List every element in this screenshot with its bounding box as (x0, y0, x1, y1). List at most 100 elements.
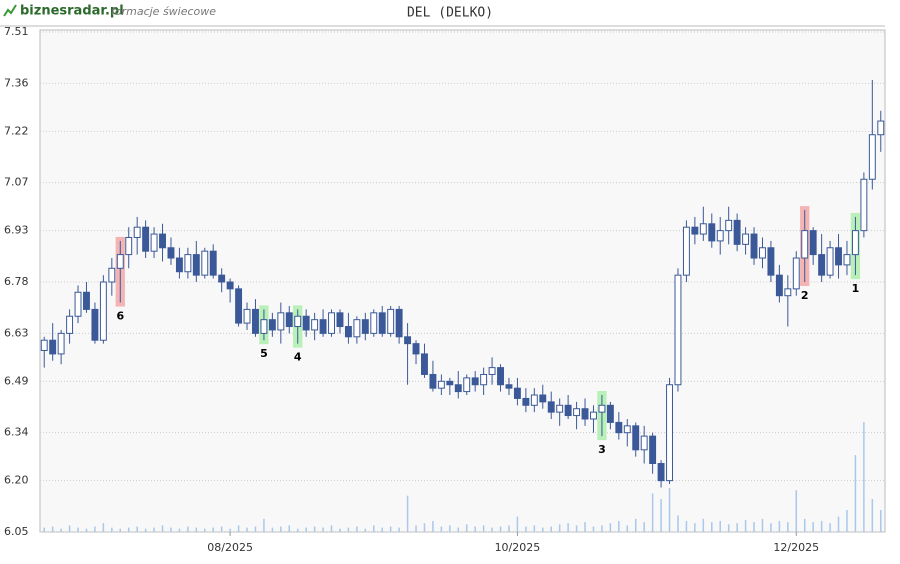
candle-body (682, 226, 690, 276)
y-tick-label: 6.93 (4, 224, 29, 237)
volume-bar (474, 526, 476, 532)
volume-bar (432, 521, 434, 532)
volume-bar (558, 524, 561, 532)
candle-body (708, 223, 716, 242)
volume-bar (195, 527, 198, 532)
candle-body (497, 367, 504, 386)
candle-body (666, 384, 673, 482)
volume-bar (491, 527, 493, 532)
volume-bar (829, 523, 831, 532)
candle-body (328, 312, 335, 334)
candle-body (74, 291, 82, 317)
chart-title: DEL (DELKO) (407, 6, 493, 21)
candle-body (868, 134, 876, 180)
volume-bar (880, 510, 882, 532)
candle-body (344, 326, 352, 338)
candle-body (150, 233, 158, 252)
candle-body (522, 397, 530, 406)
candle-body (742, 233, 750, 245)
candle-body (539, 394, 547, 403)
volume-bar (643, 522, 645, 532)
volume-bar (609, 523, 612, 532)
candle-body (116, 254, 124, 269)
volume-bar (533, 525, 536, 532)
candle-body (133, 226, 141, 238)
volume-bar (440, 526, 443, 532)
candle-body (83, 291, 90, 310)
candle-body (818, 254, 826, 276)
volume-bar (457, 527, 460, 532)
volume-bar (803, 518, 806, 532)
pattern-label: 6 (116, 310, 124, 323)
volume-bar (313, 526, 316, 532)
volume-bar (398, 527, 400, 532)
candle-body (480, 373, 488, 386)
candle-body (759, 247, 766, 259)
candle-body (175, 257, 183, 273)
volume-bar (415, 525, 417, 532)
x-tick-label: 10/2025 (495, 541, 541, 554)
candle-body (302, 315, 310, 331)
candle-body (581, 408, 589, 420)
candle-body (378, 312, 386, 334)
candle-body (843, 254, 851, 266)
volume-bar (60, 528, 62, 532)
candle-body (125, 236, 133, 256)
y-tick-label: 6.34 (4, 426, 29, 439)
volume-bar (347, 527, 350, 532)
y-tick-label: 7.36 (4, 76, 29, 89)
candle-body (361, 319, 369, 334)
volume-bar (508, 525, 510, 532)
y-tick-label: 7.07 (4, 176, 29, 189)
candle-body (209, 250, 217, 276)
candle-body (860, 178, 868, 232)
candle-body (463, 377, 471, 393)
candle-body (319, 319, 327, 334)
pattern-label: 2 (801, 289, 809, 302)
volume-bar (584, 522, 586, 532)
volume-bar (820, 521, 823, 532)
candle-body (632, 425, 640, 451)
volume-bar (465, 524, 468, 532)
volume-bar (567, 523, 569, 532)
candle-body (691, 226, 699, 235)
volume-bar (153, 527, 155, 532)
candle-body (598, 404, 606, 413)
volume-bar (601, 525, 603, 532)
candle-body (167, 247, 175, 259)
candle-body (851, 230, 859, 256)
volume-bar (51, 526, 54, 532)
volume-bar (94, 526, 96, 532)
volume-bar (356, 526, 358, 532)
volume-bar (795, 490, 798, 532)
candle-body (784, 288, 792, 297)
volume-bar (381, 527, 383, 532)
candle-body (513, 387, 521, 399)
candle-body (252, 308, 259, 334)
candle-body (556, 404, 564, 413)
y-tick-label: 6.20 (4, 474, 29, 487)
x-tick-label: 08/2025 (207, 541, 253, 554)
volume-bar (330, 525, 333, 532)
volume-bar (677, 515, 679, 532)
volume-bar (305, 527, 307, 532)
candle-body (285, 312, 293, 328)
candle-body (277, 312, 285, 331)
volume-bar (694, 523, 696, 532)
candle-body (336, 312, 344, 328)
y-tick-label: 6.78 (4, 275, 29, 288)
candle-body (49, 339, 57, 355)
candle-body (488, 367, 496, 375)
y-tick-label: 7.22 (4, 124, 29, 137)
candle-body (750, 233, 758, 259)
volume-bar (618, 521, 620, 532)
volume-bar (863, 422, 865, 532)
volume-bar (204, 528, 206, 532)
volume-bar (187, 526, 189, 532)
pattern-label: 3 (598, 443, 606, 456)
volume-bar (761, 518, 764, 532)
candle-body (108, 267, 116, 283)
candle-body (505, 384, 513, 389)
candle-body (725, 219, 733, 232)
volume-bar (85, 528, 88, 532)
